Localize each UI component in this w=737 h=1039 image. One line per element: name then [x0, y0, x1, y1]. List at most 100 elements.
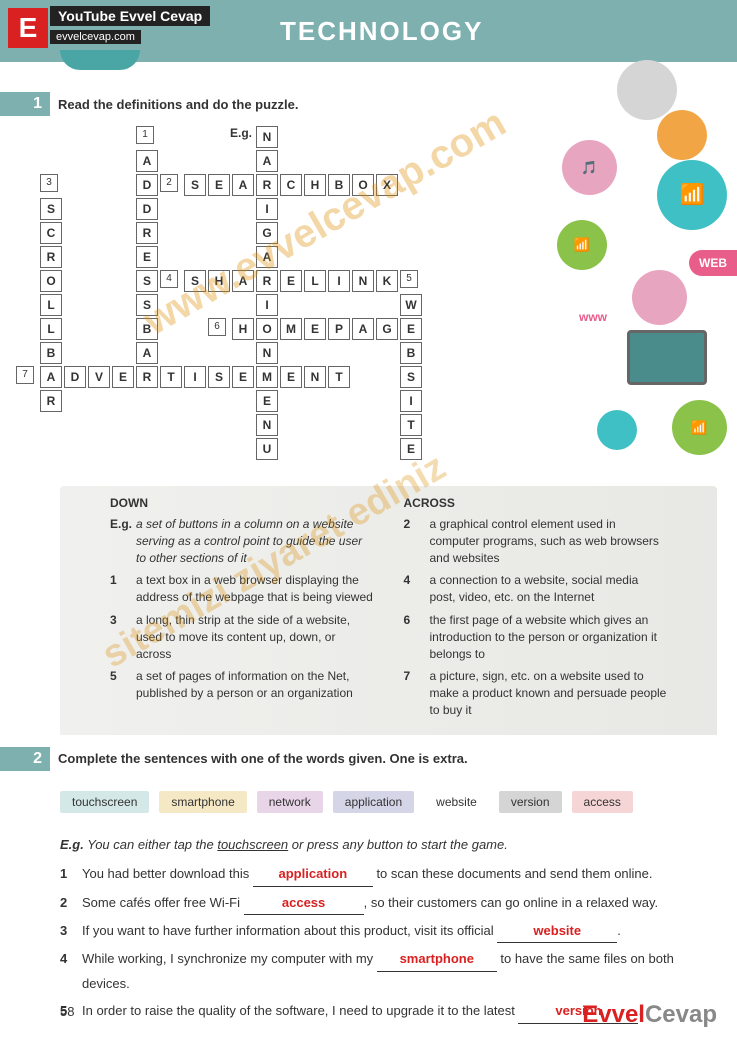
crossword-cell: B: [400, 342, 422, 364]
crossword-cell: E: [136, 246, 158, 268]
crossword-cell: A: [232, 174, 254, 196]
clue-item: 2a graphical control element used in com…: [404, 516, 668, 566]
crossword-cell: N: [304, 366, 326, 388]
crossword-cell: E: [280, 270, 302, 292]
crossword-cell: R: [256, 174, 278, 196]
crossword-cell: A: [256, 246, 278, 268]
word-chip: smartphone: [159, 791, 246, 813]
crossword-cell: A: [232, 270, 254, 292]
crossword-cell: S: [400, 366, 422, 388]
crossword-cell: A: [352, 318, 374, 340]
down-clues: DOWN E.g.a set of buttons in a column on…: [110, 496, 374, 725]
crossword-cell: L: [304, 270, 326, 292]
crossword-cell: I: [400, 390, 422, 412]
section-1-instruction: Read the definitions and do the puzzle.: [58, 97, 299, 112]
crossword-puzzle: NAVIGATIONMENUSEARCHBOX2ADDRESSBAR1SCROL…: [0, 116, 737, 486]
crossword-number: 5: [400, 270, 418, 288]
crossword-cell: D: [136, 174, 158, 196]
crossword-number: 7: [16, 366, 34, 384]
crossword-cell: G: [376, 318, 398, 340]
down-title: DOWN: [110, 496, 374, 510]
crossword-cell: A: [256, 150, 278, 172]
crossword-cell: C: [40, 222, 62, 244]
crossword-cell: D: [64, 366, 86, 388]
crossword-cell: N: [352, 270, 374, 292]
crossword-cell: A: [40, 366, 62, 388]
crossword-cell: H: [232, 318, 254, 340]
crossword-clues: DOWN E.g.a set of buttons in a column on…: [60, 486, 717, 735]
crossword-cell: T: [400, 414, 422, 436]
crossword-cell: A: [136, 342, 158, 364]
crossword-number: 6: [208, 318, 226, 336]
crossword-cell: T: [328, 366, 350, 388]
crossword-cell: M: [280, 318, 302, 340]
eg-label: E.g.: [230, 126, 252, 140]
word-bank: touchscreensmartphonenetworkapplicationw…: [0, 781, 737, 823]
crossword-cell: U: [256, 438, 278, 460]
exercise-item: 3If you want to have further information…: [60, 919, 677, 943]
crossword-cell: S: [136, 294, 158, 316]
word-chip: touchscreen: [60, 791, 149, 813]
crossword-cell: R: [136, 366, 158, 388]
word-chip: version: [499, 791, 562, 813]
crossword-cell: K: [376, 270, 398, 292]
crossword-cell: E: [112, 366, 134, 388]
crossword-cell: E: [400, 438, 422, 460]
word-chip: access: [572, 791, 633, 813]
crossword-cell: S: [208, 366, 230, 388]
crossword-cell: S: [184, 174, 206, 196]
crossword-cell: A: [136, 150, 158, 172]
section-2-number: 2: [0, 747, 50, 771]
crossword-cell: I: [256, 294, 278, 316]
crossword-cell: E: [208, 174, 230, 196]
crossword-cell: B: [136, 318, 158, 340]
crossword-number: 3: [40, 174, 58, 192]
clue-item: 3a long, thin strip at the side of a web…: [110, 612, 374, 662]
word-chip: network: [257, 791, 323, 813]
crossword-cell: I: [184, 366, 206, 388]
footer-logo: EvvelCevap: [582, 1001, 717, 1029]
exercise-item: 4While working, I synchronize my compute…: [60, 947, 677, 995]
crossword-cell: O: [256, 318, 278, 340]
crossword-cell: H: [208, 270, 230, 292]
logo-badge: E: [8, 8, 48, 48]
site-label: evvelcevap.com: [50, 30, 141, 44]
crossword-cell: B: [40, 342, 62, 364]
crossword-cell: C: [280, 174, 302, 196]
crossword-cell: B: [328, 174, 350, 196]
crossword-cell: E: [256, 390, 278, 412]
crossword-cell: N: [256, 414, 278, 436]
crossword-cell: X: [376, 174, 398, 196]
crossword-cell: N: [256, 126, 278, 148]
crossword-cell: R: [40, 246, 62, 268]
crossword-cell: W: [400, 294, 422, 316]
page-number: 58: [60, 1004, 74, 1019]
crossword-cell: E: [280, 366, 302, 388]
word-chip: application: [333, 791, 414, 813]
across-clues: ACROSS 2a graphical control element used…: [404, 496, 668, 725]
crossword-cell: D: [136, 198, 158, 220]
crossword-cell: H: [304, 174, 326, 196]
exercise-2-example: E.g. You can either tap the touchscreen …: [60, 833, 677, 856]
crossword-number: 1: [136, 126, 154, 144]
exercise-item: 1You had better download this applicatio…: [60, 862, 677, 886]
exercise-item: 2Some cafés offer free Wi-Fi access, so …: [60, 891, 677, 915]
section-2-header: 2 Complete the sentences with one of the…: [0, 747, 737, 771]
crossword-cell: S: [40, 198, 62, 220]
youtube-label: YouTube Evvel Cevap: [50, 6, 210, 26]
crossword-cell: T: [160, 366, 182, 388]
crossword-cell: S: [136, 270, 158, 292]
crossword-cell: O: [352, 174, 374, 196]
clue-item: 5a set of pages of information on the Ne…: [110, 668, 374, 702]
crossword-cell: L: [40, 294, 62, 316]
across-title: ACROSS: [404, 496, 668, 510]
crossword-cell: R: [40, 390, 62, 412]
crossword-number: 4: [160, 270, 178, 288]
crossword-cell: G: [256, 222, 278, 244]
crossword-cell: P: [328, 318, 350, 340]
crossword-cell: R: [256, 270, 278, 292]
crossword-cell: E: [400, 318, 422, 340]
crossword-cell: E: [304, 318, 326, 340]
crossword-cell: M: [256, 366, 278, 388]
clue-item: 7a picture, sign, etc. on a website used…: [404, 668, 668, 718]
